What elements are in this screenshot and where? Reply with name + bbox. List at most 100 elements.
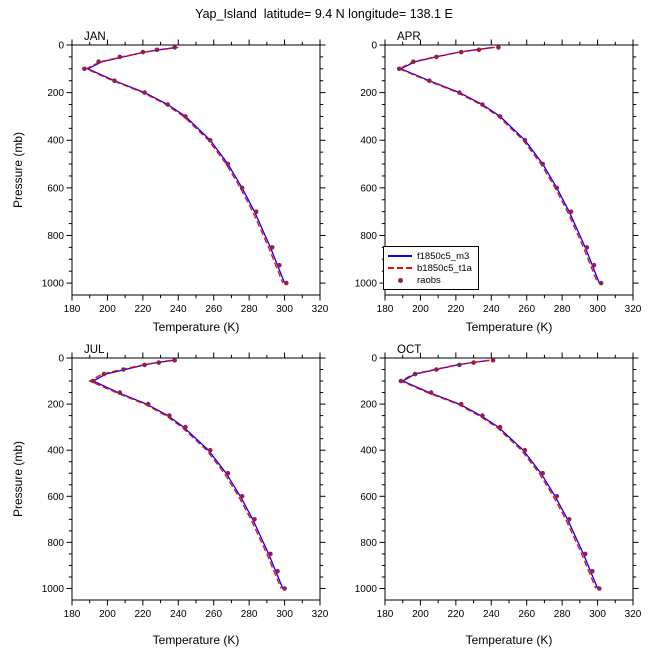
- plot-frame: [71, 357, 321, 601]
- raobs-dot: [554, 185, 560, 191]
- raobs-dot: [411, 59, 416, 64]
- raobs-dot: [566, 517, 572, 522]
- y-tick-label: 1000: [355, 279, 378, 290]
- raobs-dot: [239, 185, 245, 191]
- x-tick-label: 260: [205, 609, 222, 620]
- panel-title-jan: JAN: [84, 31, 106, 43]
- x-tick-label: 220: [135, 609, 152, 620]
- raobs-dot: [582, 551, 588, 557]
- x-tick-label: 220: [448, 609, 465, 620]
- raobs-dot: [598, 280, 604, 286]
- raobs-dot: [239, 494, 245, 499]
- x-tick-label: 180: [64, 304, 81, 315]
- x-tick-label: 220: [448, 304, 465, 315]
- x-tick-label: 260: [205, 304, 222, 315]
- raobs-dot: [480, 413, 485, 418]
- raobs-dot: [82, 66, 87, 72]
- y-tick-label: 400: [47, 446, 64, 457]
- raobs-dot: [568, 209, 574, 214]
- x-tick-label: 300: [589, 609, 606, 620]
- y-tick-label: 0: [58, 354, 64, 365]
- legend-item-f1850c5-m3: f1850c5_m3: [388, 250, 474, 262]
- x-tick-label: 220: [135, 304, 152, 315]
- x-tick-label: 300: [276, 609, 293, 620]
- x-axis-label-apr: Temperature (K): [465, 320, 553, 334]
- x-tick-label: 240: [483, 609, 500, 620]
- x-tick-label: 280: [241, 304, 258, 315]
- y-tick-label: 400: [47, 136, 64, 147]
- panel-title-jul: JUL: [84, 344, 105, 356]
- x-tick-label: 320: [312, 304, 329, 315]
- legend-dashed-line-swatch: [388, 267, 412, 269]
- raobs-dot: [142, 90, 147, 95]
- x-tick-label: 240: [483, 304, 500, 315]
- raobs-dot: [277, 262, 282, 268]
- raobs-dot: [183, 424, 188, 430]
- raobs-dot: [591, 262, 597, 268]
- y-tick-label: 0: [371, 41, 377, 52]
- raobs-dot: [458, 401, 464, 407]
- x-tick-label: 320: [312, 609, 329, 620]
- raobs-dot: [154, 47, 160, 53]
- panel-jul: 180 200 220 240 260 280 300 320 0 200 400 600 800 100…: [42, 352, 329, 620]
- raobs-dot: [471, 360, 476, 365]
- raobs-dot: [490, 358, 496, 363]
- raobs-dot: [96, 59, 101, 64]
- raobs-dot: [476, 47, 482, 53]
- x-tick-label: 280: [554, 304, 571, 315]
- x-axis-label-jan: Temperature (K): [152, 320, 240, 334]
- x-tick-label: 280: [554, 609, 571, 620]
- raobs-dot: [121, 367, 126, 372]
- raobs-dot: [207, 137, 213, 143]
- raobs-dot: [140, 49, 146, 55]
- y-tick-label: 0: [371, 354, 377, 365]
- raobs-dot: [522, 137, 528, 143]
- raobs-dot: [275, 568, 280, 574]
- x-tick-label: 200: [99, 609, 116, 620]
- y-axis-label-top-row: Pressure (mb): [11, 132, 25, 209]
- raobs-dot: [101, 371, 107, 377]
- raobs-dot: [590, 568, 595, 574]
- plot-frame: [71, 44, 321, 296]
- y-tick-label: 0: [58, 41, 64, 52]
- panel-apr: 180 200 220 240 260 280 300 320 0 200 400 600 800 100…: [355, 39, 642, 315]
- raobs-dot: [117, 54, 123, 60]
- raobs-dot: [497, 424, 503, 430]
- y-tick-label: 400: [360, 136, 377, 147]
- x-axis-label-jul: Temperature (K): [152, 633, 240, 647]
- raobs-dot: [156, 360, 162, 365]
- y-tick-label: 200: [360, 400, 377, 411]
- raobs-dot: [396, 66, 402, 72]
- raobs-dot: [269, 245, 275, 250]
- raobs-dot: [117, 390, 123, 395]
- y-tick-label: 600: [360, 492, 377, 503]
- y-tick-label: 200: [47, 400, 64, 411]
- x-tick-label: 300: [276, 304, 293, 315]
- series-line-b1850c5_t1a: [88, 359, 282, 589]
- y-tick-label: 800: [47, 231, 64, 242]
- raobs-dot: [225, 470, 231, 476]
- x-tick-label: 320: [625, 609, 642, 620]
- y-tick-label: 1000: [42, 584, 65, 595]
- x-tick-label: 300: [589, 304, 606, 315]
- raobs-dot: [112, 78, 117, 83]
- raobs-dot: [172, 45, 177, 50]
- x-tick-label: 280: [241, 609, 258, 620]
- raobs-dot: [253, 209, 259, 214]
- x-tick-label: 260: [518, 609, 535, 620]
- raobs-dot: [428, 390, 434, 395]
- raobs-dot: [225, 161, 231, 167]
- raobs-dot: [207, 447, 213, 453]
- series-line-b1850c5_t1a: [84, 46, 284, 284]
- legend-label: raobs: [417, 274, 441, 286]
- figure-title: Yap_Island latitude= 9.4 N longitude= 13…: [195, 7, 453, 21]
- panel-title-oct: OCT: [397, 344, 422, 356]
- raobs-dot: [183, 114, 188, 119]
- raobs-dot: [427, 78, 432, 83]
- x-tick-label: 240: [170, 609, 187, 620]
- x-axis-label-oct: Temperature (K): [465, 633, 553, 647]
- y-tick-label: 600: [47, 183, 64, 194]
- y-tick-label: 1000: [355, 584, 378, 595]
- raobs-dot: [398, 378, 404, 384]
